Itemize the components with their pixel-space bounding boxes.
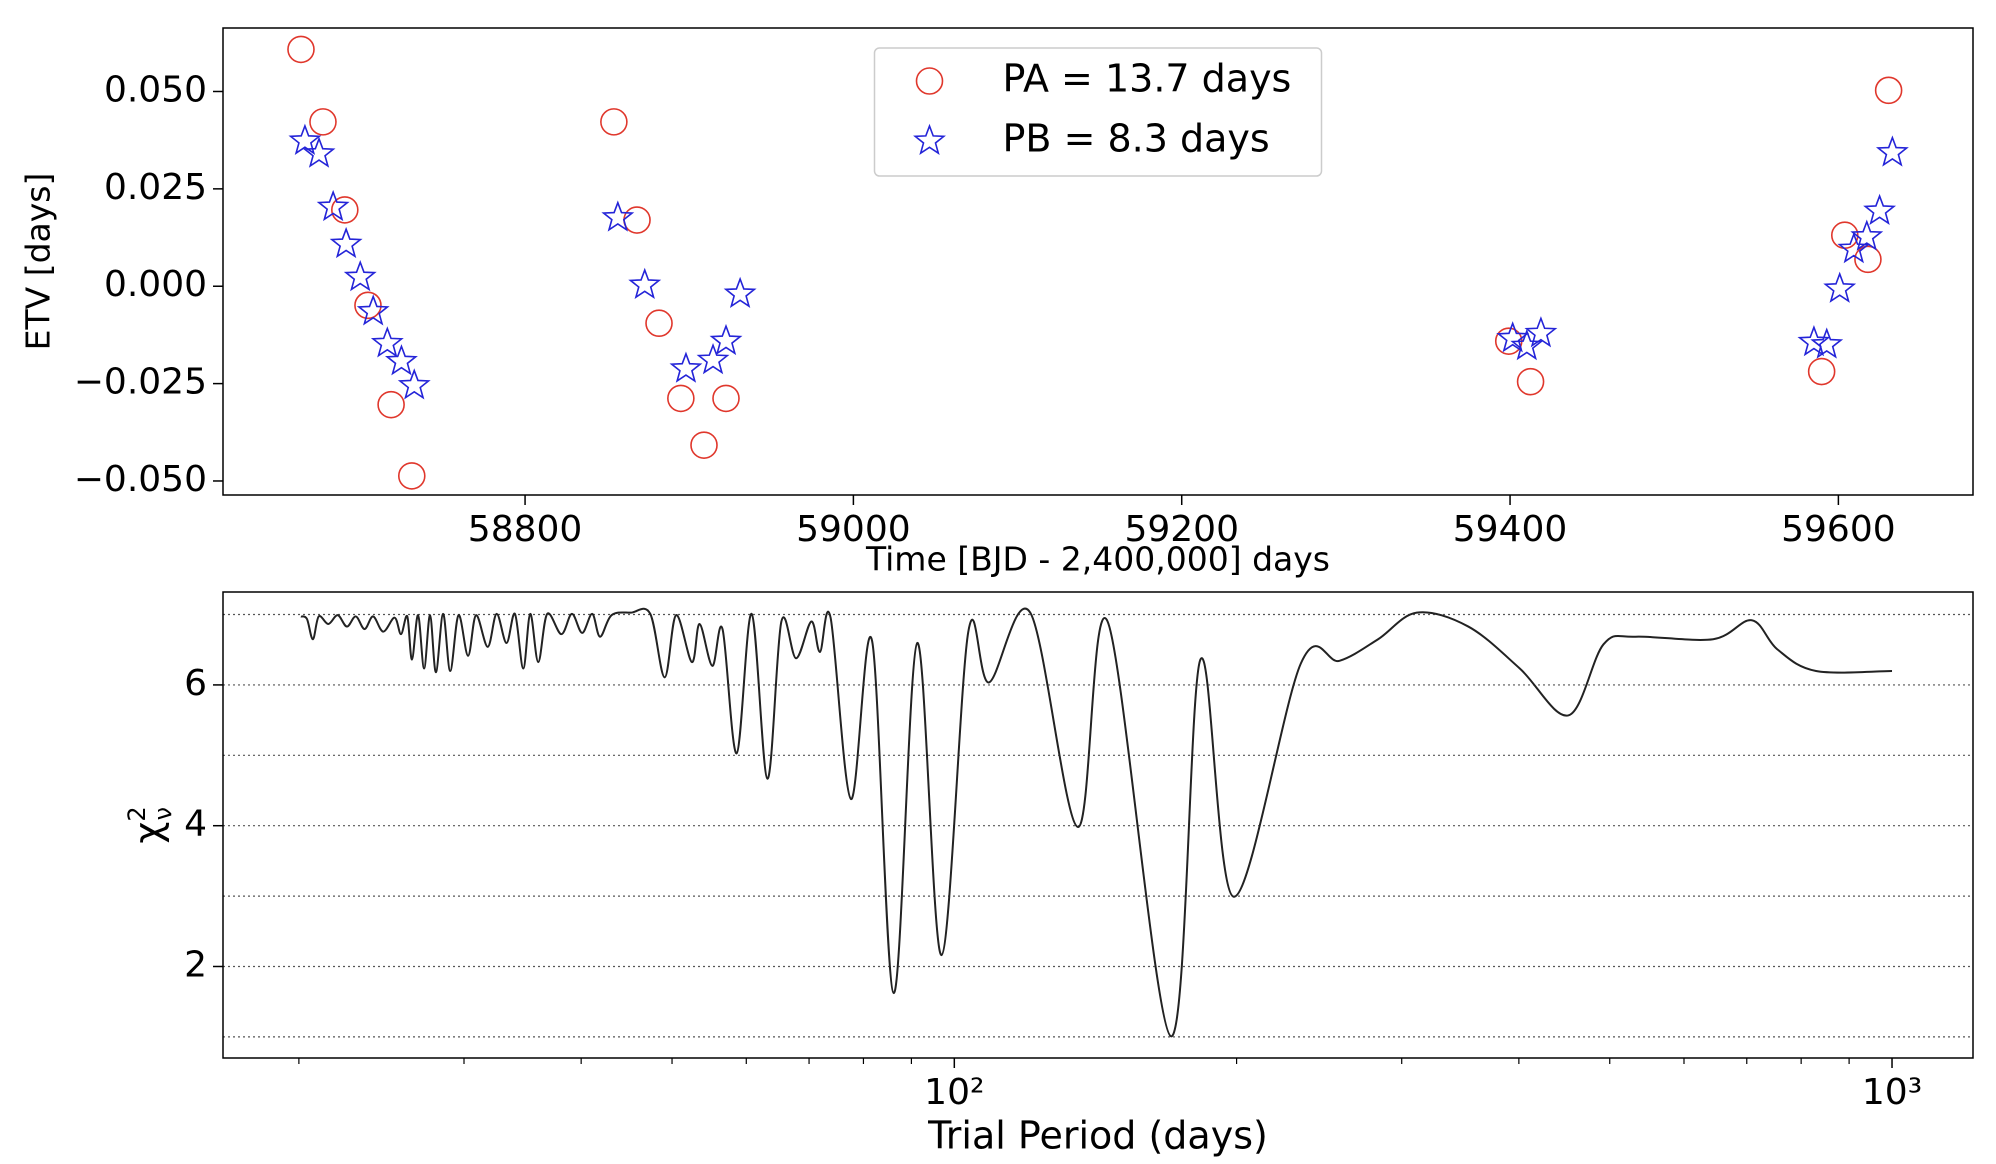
circle-point [377, 390, 405, 419]
circle-point [712, 384, 740, 413]
x-tick-label: 59200 [1124, 509, 1239, 550]
star-point [288, 123, 322, 155]
y-axis-label: χ2ν [123, 806, 177, 843]
y-axis-label-sub: ν [149, 807, 177, 820]
y-tick-label: −0.050 [74, 459, 207, 500]
circle-point [1854, 245, 1882, 274]
x-tick-label: 58800 [468, 509, 583, 550]
circle-point [397, 462, 426, 490]
star-point [329, 226, 363, 259]
circle-point [1516, 367, 1545, 396]
star-point [696, 342, 730, 375]
legend-label: PA = 13.7 days [1003, 57, 1292, 101]
y-tick-label: 2 [184, 944, 207, 985]
y-tick-label: 0.050 [104, 69, 207, 110]
star-point [1496, 321, 1530, 353]
circle-point [1807, 357, 1836, 386]
star-point [1810, 327, 1844, 359]
star-point [1510, 328, 1544, 361]
periodogram-line [300, 607, 1893, 1038]
plot-frame [222, 591, 1974, 1059]
y-axis-label-sup: 2 [123, 806, 151, 821]
star-point [302, 136, 336, 168]
star-point [709, 323, 743, 356]
circle-point [354, 291, 382, 320]
star-point [1837, 231, 1871, 264]
y-tick-label: 0.025 [104, 167, 207, 208]
star-point [628, 267, 662, 300]
circle-point [1874, 76, 1903, 105]
star-point [397, 368, 431, 400]
star-point [343, 259, 377, 292]
x-tick-label: 10³ [1862, 1072, 1922, 1113]
star-point [1875, 135, 1909, 167]
star-point [723, 276, 757, 309]
star-point [385, 344, 418, 376]
legend-box [873, 47, 1323, 177]
circle-point [331, 196, 359, 224]
legend-label: PB = 8.3 days [1003, 117, 1270, 161]
star-point [1524, 316, 1558, 348]
star-point [601, 200, 635, 232]
star-point [356, 294, 390, 326]
circle-point [623, 206, 651, 234]
x-axis-label: Time [BJD - 2,400,000] days [865, 540, 1330, 579]
circle-point [645, 309, 673, 338]
y-tick-label: −0.025 [74, 362, 207, 403]
y-axis-label: ETV [days] [19, 173, 58, 351]
star-point [1823, 271, 1857, 303]
star-point [370, 326, 404, 358]
x-tick-label: 59000 [796, 509, 911, 550]
star-point [1850, 219, 1884, 251]
legend-marker [915, 67, 944, 95]
circle-point [600, 108, 628, 136]
star-point [669, 351, 703, 383]
star-point [316, 189, 350, 222]
circle-point [690, 431, 718, 459]
x-tick-label: 10² [924, 1072, 984, 1113]
y-tick-label: 4 [184, 804, 207, 845]
plot-frame [222, 27, 1974, 496]
star-point [1797, 325, 1831, 357]
star-point [1863, 193, 1897, 226]
circle-point [309, 108, 337, 136]
legend-marker [913, 123, 946, 155]
y-axis-label-base: χ [126, 822, 170, 844]
y-tick-label: 0.000 [104, 264, 207, 305]
circle-point [287, 35, 315, 64]
circle-point [667, 384, 695, 413]
y-tick-label: 6 [184, 663, 207, 704]
x-tick-label: 59400 [1453, 509, 1568, 550]
x-axis-label: Trial Period (days) [927, 1114, 1268, 1158]
x-tick-label: 59600 [1781, 509, 1896, 550]
